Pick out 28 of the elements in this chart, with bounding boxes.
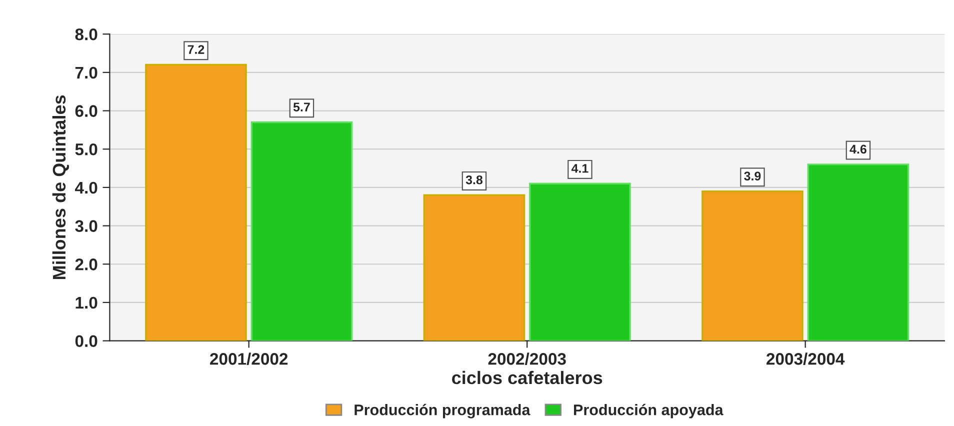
x-axis-title: ciclos cafetaleros	[452, 370, 602, 384]
y-tick-label: 2.0	[75, 258, 98, 270]
y-axis-title: Millones de Quintales	[52, 95, 69, 280]
y-tick-label: 6.0	[75, 105, 98, 117]
data-label: 3.8	[466, 175, 483, 184]
bar	[145, 64, 247, 341]
legend-label: Producción apoyada	[574, 404, 724, 418]
x-tick-label: 2003/2004	[766, 352, 845, 366]
data-label: 4.1	[571, 164, 588, 173]
data-label: 3.9	[744, 172, 761, 180]
bar	[423, 194, 526, 341]
x-tick-label: 2001/2002	[210, 352, 288, 366]
y-tick-label: 5.0	[75, 144, 98, 156]
bar	[807, 164, 910, 341]
y-tick-label: 7.0	[75, 66, 98, 79]
bar	[529, 182, 631, 341]
y-tick-label: 1.0	[76, 296, 98, 309]
legend-label: Producción programada	[354, 404, 530, 418]
data-label: 4.6	[850, 144, 866, 154]
bar	[250, 121, 353, 341]
data-label: 5.7	[293, 102, 310, 112]
y-tick-label: 4.0	[74, 182, 98, 194]
y-tick-label: 8.0	[75, 28, 98, 40]
bar	[702, 190, 804, 341]
x-tick-label: 2002/2003	[488, 352, 566, 366]
y-tick-label: 0.0	[75, 335, 98, 348]
data-label: 7.2	[188, 45, 204, 54]
y-tick-label: 3.0	[75, 220, 98, 232]
